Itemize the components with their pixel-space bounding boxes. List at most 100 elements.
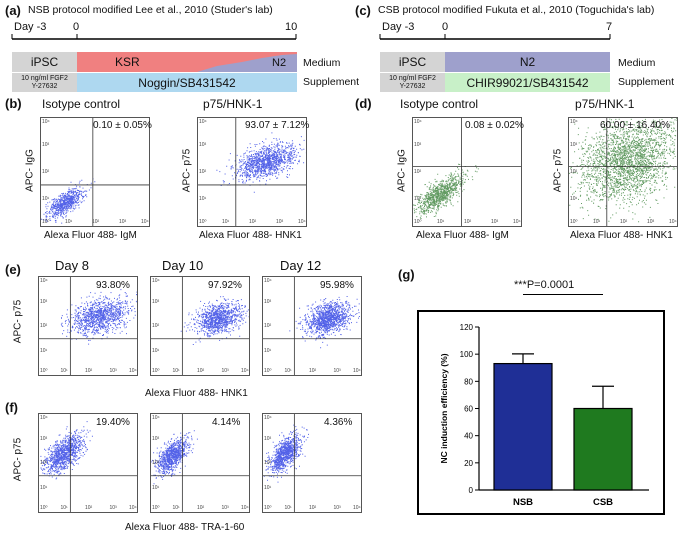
x-tick-label: 10⁰ [152,368,160,374]
flow-plot-b1: 10⁰ 10¹ 10¹ 10² 10² 10³ 10³ 10⁴ 10⁴ [40,117,150,227]
flow-plot-b2: 10⁰ 10¹ 10¹ 10² 10² 10³ 10³ 10⁴ 10⁴ [197,117,307,227]
panel-c-medium: Medium [618,57,656,69]
flow-plot-d1: 10⁰ 10¹ 10¹ 10² 10² 10³ 10³ 10⁴ 10⁴ [412,117,522,227]
x-tick-label: 10⁰ [40,368,48,374]
scatter-dots [413,163,479,219]
x-tick-label: 10² [309,368,317,374]
y-tick-label: 10¹ [264,347,272,354]
y-tick-label: 10¹ [570,196,578,202]
panel-g-label: (g) [398,267,415,282]
y-tick-label: 10¹ [152,347,160,354]
panel-a-supplement-bar: Noggin/SB431542 [77,73,297,92]
x-tick-label: 10⁰ [264,368,272,374]
significance-label: ***P=0.0001 [514,279,575,291]
y-tick-label: 120 [460,323,474,332]
y-tick-label: 0 [469,486,474,495]
panel-a-day-start: Day -3 [14,21,47,33]
bar-chart: 0 20 40 60 80 100 120 NC induction efficiency (… [439,323,649,508]
y-tick-label: 10⁴ [152,278,160,284]
x-tick-label: 10⁴ [141,219,149,225]
pct-e3: 95.98% [320,280,354,291]
y-tick-label: 10² [414,169,422,175]
x-tick-label: 10⁰ [199,219,207,225]
panel-a-ipsc-box: iPSC [12,52,77,72]
scatter-dots [289,296,360,349]
panel-d-title-1: Isotype control [400,97,479,111]
panel-a-supplement: Supplement [303,76,360,88]
y-tick-label: 10³ [199,142,207,148]
y-tick-label: 10² [152,460,160,466]
bar-nsb [493,362,553,491]
ylabel-d1: APC- IgG [396,149,408,192]
panel-c-day-end: 7 [606,21,613,33]
x-tick-label: 10² [249,219,257,225]
pct-b2: 93.07 ± 7.12% [245,120,310,131]
y-tick-label: 10² [570,169,578,175]
y-tick-label: 10¹ [152,484,160,491]
y-tick-label: 20 [464,459,473,468]
panel-c-label: (c) [355,3,371,18]
flow-plot-e1: 10⁰ 10¹ 10¹ 10² 10² 10³ 10³ 10⁴ 10⁴ [38,276,138,376]
x-tick-label: 10⁴ [129,368,137,374]
y-tick-label: 10¹ [199,196,207,202]
x-tick-label: 10¹ [284,368,292,374]
x-tick-label: 10⁰ [264,505,272,511]
y-axis-label: NC induction efficiency (%) [439,353,449,463]
ylabel-b1: APC- IgG [24,149,36,192]
scatter-dots [216,132,306,193]
panel-b-title-2: p75/HNK-1 [203,97,263,111]
flow-plot-f2: 10⁰ 10¹ 10¹ 10² 10² 10³ 10³ 10⁴ 10⁴ [150,413,250,513]
panel-b-label: (b) [5,96,22,111]
flow-plot-e2: 10⁰ 10¹ 10¹ 10² 10² 10³ 10³ 10⁴ 10⁴ [150,276,250,376]
panel-a-title: NSB protocol modified Lee et al., 2010 (… [28,4,273,16]
scatter-svg [263,277,361,375]
panel-c-timeline [379,34,611,40]
y-tick-label: 10¹ [264,484,272,491]
x-tick-label: 10¹ [437,219,445,225]
y-tick-label: 10³ [570,142,578,148]
y-tick-label: 10⁴ [40,415,48,421]
scatter-dots [151,430,198,485]
y-tick-label: 10⁴ [199,119,207,125]
y-tick-label: 10⁴ [570,119,578,125]
x-tick-label: 10² [85,368,93,374]
scatter-svg [151,277,249,375]
panel-c-ipsc-box: iPSC [380,52,445,72]
panel-d-title-2: p75/HNK-1 [575,97,635,111]
x-tick-label: 10² [197,368,205,374]
bar-csb [573,407,633,491]
x-tick-label: 10³ [221,368,229,374]
panel-c-n2-bar: N2 [445,52,610,72]
x-tick-label: 10⁴ [298,219,306,225]
y-tick-label: 10³ [42,142,50,148]
scatter-dots [180,296,249,345]
x-tick-label: 10² [464,219,472,225]
panel-c-title: CSB protocol modified Fukuta et al., 201… [378,4,655,16]
x-tick-label: 10² [197,505,205,511]
panel-a-medium-bar [77,52,297,72]
flow-plot-d2: 10⁰ 10¹ 10¹ 10² 10² 10³ 10³ 10⁴ 10⁴ [568,117,678,227]
y-tick-label: 10² [40,323,48,329]
significance-line [523,294,603,295]
x-tick-label: 10³ [109,368,117,374]
x-tick-label: 10¹ [284,505,292,511]
ylabel-e: APC- p75 [12,299,24,344]
pct-f3: 4.36% [324,417,353,428]
y-tick-label: 40 [464,432,473,441]
panel-e-label: (e) [5,262,21,277]
scatter-dots [263,424,309,483]
pct-f2: 4.14% [212,417,241,428]
scatter-svg [39,277,137,375]
panel-a-day-zero: 0 [73,21,80,33]
x-tick-label: 10⁴ [513,219,521,225]
panel-c-supplement-bar: CHIR99021/SB431542 [445,73,610,92]
y-tick-label: 10³ [414,142,422,148]
x-tick-label: 10⁴ [353,505,361,511]
panel-a-day-end: 10 [285,21,298,33]
y-tick-label: 10⁴ [414,119,422,125]
x-tick-label: 10⁰ [570,219,578,225]
day-title-2: Day 10 [162,258,204,273]
scatter-svg [263,414,361,512]
panel-a-n2-label: N2 [272,57,287,69]
scatter-dots [40,421,93,480]
